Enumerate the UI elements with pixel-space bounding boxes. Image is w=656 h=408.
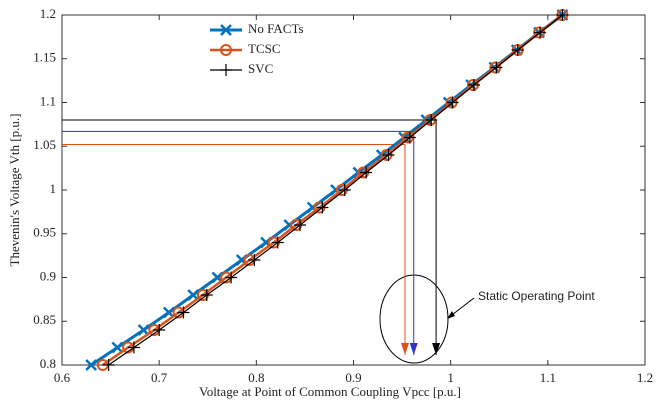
- data-point: [382, 149, 395, 161]
- y-tick-label: 0.8: [40, 356, 56, 371]
- data-point: [360, 166, 373, 179]
- data-point: [316, 201, 329, 214]
- data-point: [177, 306, 190, 319]
- y-tick-label: 0.85: [33, 312, 56, 327]
- x-tick-label: 0.6: [54, 370, 71, 385]
- annotation-text: Static Operating Point: [478, 289, 595, 303]
- x-tick-label: 1: [447, 370, 454, 385]
- data-point: [446, 96, 459, 109]
- x-axis-label: Voltage at Point of Common Coupling Vpcc…: [199, 384, 461, 399]
- legend-label: TCSC: [248, 41, 281, 56]
- y-axis-label: Thevenin's Voltage Vth [p.u.]: [7, 114, 22, 267]
- legend-marker: [220, 24, 232, 36]
- x-tick-label: 0.9: [345, 370, 361, 385]
- y-tick-label: 1.2: [40, 6, 56, 21]
- y-tick-label: 0.9: [40, 268, 56, 283]
- reference-arrowhead: [432, 343, 441, 355]
- data-point: [248, 254, 261, 266]
- data-point: [102, 359, 115, 371]
- data-point: [137, 324, 150, 336]
- data-point: [338, 184, 351, 196]
- data-point: [271, 236, 284, 249]
- data-point: [200, 289, 213, 301]
- data-point: [153, 324, 166, 336]
- data-point: [467, 79, 480, 91]
- y-tick-label: 0.95: [33, 225, 56, 240]
- data-point: [294, 219, 307, 231]
- legend-marker: [220, 44, 232, 56]
- data-point: [556, 9, 569, 21]
- reference-arrowhead: [400, 343, 409, 355]
- x-tick-label: 1.2: [637, 370, 653, 385]
- data-point: [225, 271, 238, 284]
- y-tick-label: 1.15: [33, 50, 56, 65]
- x-tick-label: 0.8: [248, 370, 264, 385]
- data-point: [111, 341, 124, 354]
- legend-label: SVC: [248, 61, 273, 76]
- data-point: [511, 44, 524, 56]
- data-point: [127, 341, 140, 354]
- data-point: [85, 359, 98, 371]
- y-tick-label: 1.1: [40, 93, 56, 108]
- data-point: [425, 114, 438, 126]
- data-point: [490, 61, 503, 74]
- legend-label: No FACTs: [248, 21, 304, 36]
- legend-marker: [220, 64, 232, 76]
- x-tick-label: 0.7: [151, 370, 168, 385]
- data-point: [534, 26, 547, 39]
- y-tick-label: 1: [50, 181, 57, 196]
- annotation-arrowhead: [447, 311, 455, 319]
- x-tick-label: 1.1: [540, 370, 556, 385]
- plot-frame: [61, 14, 646, 366]
- reference-arrowhead: [409, 343, 418, 355]
- data-point: [403, 131, 416, 144]
- y-tick-label: 1.05: [33, 137, 56, 152]
